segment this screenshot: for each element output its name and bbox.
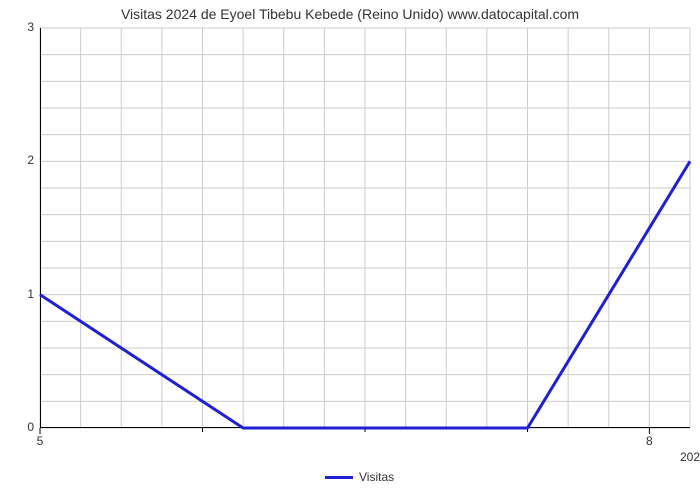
legend-label: Visitas xyxy=(359,470,394,484)
y-tick-1: 1 xyxy=(0,287,34,301)
x-tick-0: 5 xyxy=(25,434,55,448)
x-extra-label: 202 xyxy=(660,450,700,464)
legend: Visitas xyxy=(325,470,394,484)
legend-swatch xyxy=(325,476,353,479)
x-tick-1: 8 xyxy=(634,434,664,448)
y-tick-0: 0 xyxy=(0,420,34,434)
chart-plot xyxy=(40,28,690,436)
chart-title: Visitas 2024 de Eyoel Tibebu Kebede (Rei… xyxy=(0,6,700,22)
y-tick-2: 2 xyxy=(0,153,34,167)
y-tick-3: 3 xyxy=(0,20,34,34)
chart-container: Visitas 2024 de Eyoel Tibebu Kebede (Rei… xyxy=(0,0,700,500)
